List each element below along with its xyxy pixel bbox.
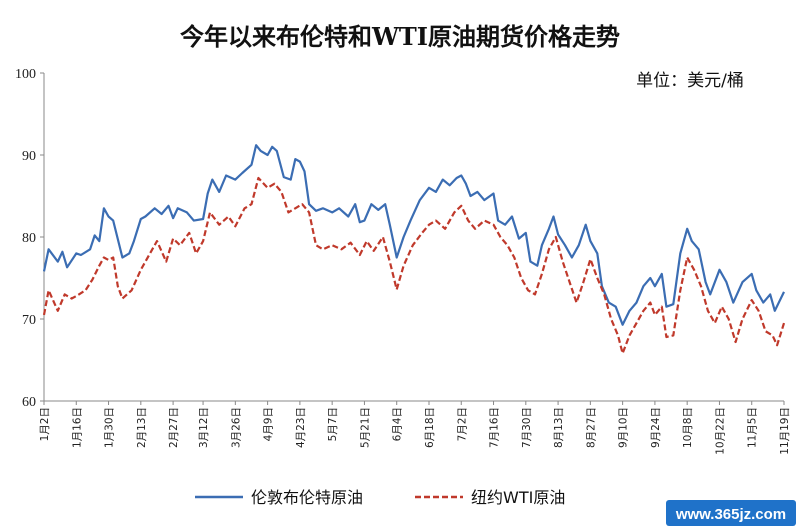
- x-tick-label: 8月27日: [585, 407, 597, 448]
- watermark-text: www.365jz.com: [675, 506, 786, 523]
- y-tick-label: 80: [22, 231, 36, 246]
- x-tick-label: 5月7日: [327, 407, 339, 441]
- legend-label: 纽约WTI原油: [471, 488, 565, 507]
- x-tick-label: 4月23日: [295, 407, 307, 448]
- watermark: www.365jz.com: [666, 500, 796, 526]
- plot-area: 60 70 80 90 100 1月2日 1月16日 1月30日 2月13日 2月27日 3月12…: [15, 67, 791, 455]
- y-tick-label: 70: [22, 313, 36, 328]
- x-tick-label: 9月24日: [650, 407, 662, 448]
- x-ticks: 1月2日 1月16日 1月30日 2月13日 2月27日 3月12日 3月26日 4月9日 4月…: [39, 401, 791, 455]
- series-line-wti: [42, 176, 786, 355]
- x-tick-label: 4月9日: [263, 407, 275, 441]
- legend: 伦敦布伦特原油 纽约WTI原油: [195, 488, 565, 507]
- legend-label: 伦敦布伦特原油: [251, 488, 363, 507]
- x-tick-label: 3月26日: [230, 407, 242, 448]
- x-tick-label: 9月10日: [618, 407, 630, 448]
- x-tick-label: 11月5日: [747, 407, 759, 448]
- x-tick-label: 7月2日: [456, 407, 468, 441]
- series-line-brent: [42, 144, 785, 326]
- x-tick-label: 11月19日: [779, 407, 791, 455]
- x-tick-label: 6月4日: [392, 407, 404, 441]
- x-tick-label: 5月21日: [359, 407, 371, 448]
- x-tick-label: 7月30日: [521, 407, 533, 448]
- y-tick-label: 100: [15, 67, 36, 82]
- x-tick-label: 6月18日: [424, 407, 436, 448]
- y-tick-label: 90: [22, 149, 36, 164]
- chart-title: 今年以来布伦特和WTI原油期货价格走势: [180, 22, 620, 51]
- x-tick-label: 3月12日: [198, 407, 210, 448]
- y-tick-label: 60: [22, 395, 36, 410]
- x-tick-label: 1月30日: [104, 407, 116, 448]
- x-tick-label: 1月2日: [39, 407, 51, 441]
- y-ticks: 60 70 80 90 100: [15, 67, 44, 410]
- x-tick-label: 2月27日: [168, 407, 180, 448]
- x-tick-label: 8月13日: [553, 407, 565, 448]
- series-group: [42, 144, 786, 355]
- x-tick-label: 10月22日: [714, 407, 726, 455]
- x-tick-label: 7月16日: [489, 407, 501, 448]
- x-tick-label: 10月8日: [682, 407, 694, 448]
- x-tick-label: 2月13日: [136, 407, 148, 448]
- watermark-background: [666, 500, 796, 526]
- x-tick-label: 1月16日: [71, 407, 83, 448]
- unit-label: 单位：美元/桶: [636, 71, 744, 91]
